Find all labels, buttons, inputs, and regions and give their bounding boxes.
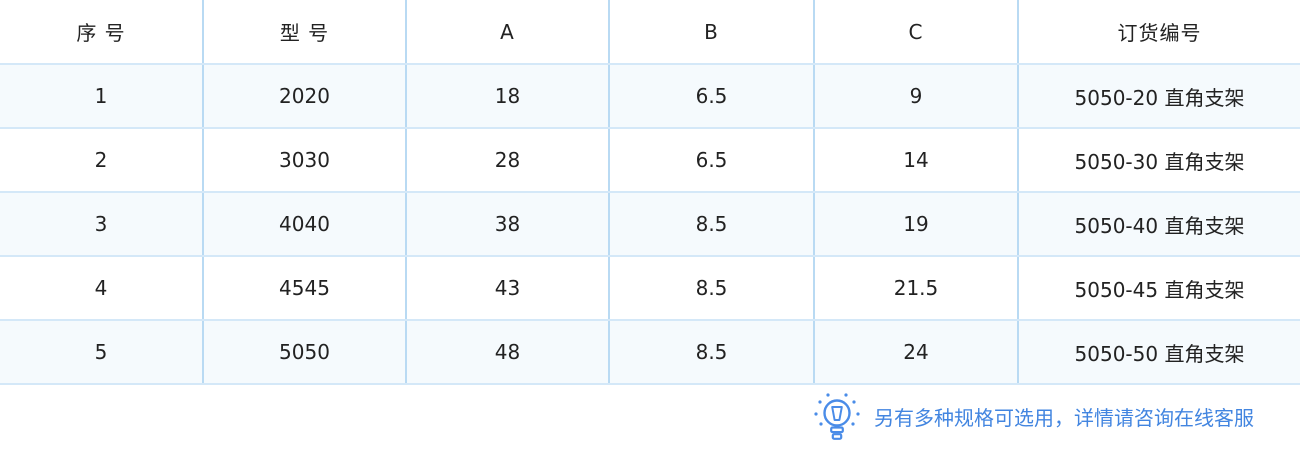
header-order-number: 订货编号 [1018,0,1300,65]
table-row: 3 4040 38 8.5 19 5050-40 直角支架 [0,192,1300,257]
header-dim-a: A [406,0,610,65]
cell-dim-a: 28 [406,128,610,193]
cell-dim-b: 6.5 [609,128,815,193]
cell-dim-a: 38 [406,192,610,257]
header-dim-b: B [609,0,815,65]
spec-table-body: 1 2020 18 6.5 9 5050-20 直角支架 2 3030 28 6… [0,64,1300,385]
cell-order-number: 5050-45 直角支架 [1018,256,1300,321]
cell-dim-c: 21.5 [814,256,1019,321]
table-row: 2 3030 28 6.5 14 5050-30 直角支架 [0,128,1300,193]
cell-order-number: 5050-20 直角支架 [1018,64,1300,129]
table-row: 1 2020 18 6.5 9 5050-20 直角支架 [0,64,1300,129]
cell-dim-b: 6.5 [609,64,815,129]
cell-model: 4545 [203,256,407,321]
cell-order-number: 5050-40 直角支架 [1018,192,1300,257]
cell-model: 5050 [203,320,407,385]
cell-order-number: 5050-50 直角支架 [1018,320,1300,385]
cell-serial: 2 [0,128,204,193]
header-dim-c: C [814,0,1019,65]
cell-model: 2020 [203,64,407,129]
cell-serial: 4 [0,256,204,321]
header-row: 序 号 型 号 A B C 订货编号 [0,0,1300,65]
footer-note-text: 另有多种规格可选用，详情请咨询在线客服 [874,406,1254,430]
cell-dim-a: 43 [406,256,610,321]
cell-dim-a: 18 [406,64,610,129]
cell-model: 3030 [203,128,407,193]
cell-order-number: 5050-30 直角支架 [1018,128,1300,193]
cell-serial: 3 [0,192,204,257]
cell-dim-b: 8.5 [609,320,815,385]
cell-dim-c: 24 [814,320,1019,385]
table-row: 4 4545 43 8.5 21.5 5050-45 直角支架 [0,256,1300,321]
cell-serial: 1 [0,64,204,129]
header-serial: 序 号 [0,0,204,65]
cell-model: 4040 [203,192,407,257]
cell-dim-c: 14 [814,128,1019,193]
table-row: 5 5050 48 8.5 24 5050-50 直角支架 [0,320,1300,385]
cell-serial: 5 [0,320,204,385]
header-model: 型 号 [203,0,407,65]
lightbulb-icon [813,392,861,444]
cell-dim-c: 9 [814,64,1019,129]
spec-table: 序 号 型 号 A B C 订货编号 1 2020 18 6.5 9 5050-… [0,0,1300,385]
cell-dim-b: 8.5 [609,256,815,321]
cell-dim-c: 19 [814,192,1019,257]
cell-dim-a: 48 [406,320,610,385]
spec-table-header: 序 号 型 号 A B C 订货编号 [0,0,1300,65]
footer-note-bar: 另有多种规格可选用，详情请咨询在线客服 [0,385,1300,451]
cell-dim-b: 8.5 [609,192,815,257]
